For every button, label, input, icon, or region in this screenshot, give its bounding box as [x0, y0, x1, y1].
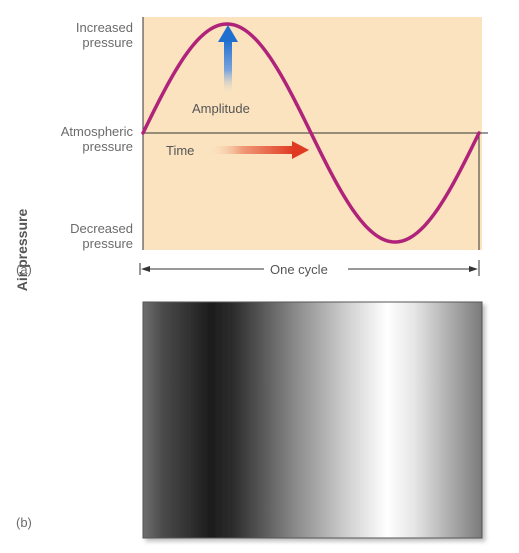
- decreased-label-line2: pressure: [82, 236, 133, 251]
- panel-b-label: (b): [16, 515, 32, 530]
- pressure-wave: [141, 22, 481, 244]
- decreased-pressure-label: Decreased pressure: [30, 221, 133, 251]
- time-arrow: [208, 141, 309, 159]
- panel-a-label: (a): [16, 262, 32, 277]
- one-cycle-dimension: [139, 260, 480, 276]
- atmospheric-label-line2: pressure: [82, 139, 133, 154]
- atmospheric-label-line1: Atmospheric: [60, 124, 133, 139]
- amplitude-arrow: [218, 25, 238, 95]
- amplitude-label: Amplitude: [192, 101, 250, 116]
- increased-pressure-label: Increased pressure: [30, 20, 133, 50]
- one-cycle-label: One cycle: [270, 262, 328, 277]
- pressure-gradient-band: [142, 301, 483, 539]
- atmospheric-pressure-label: Atmospheric pressure: [30, 124, 133, 154]
- time-label: Time: [166, 143, 195, 158]
- increased-label-line1: Increased: [75, 20, 133, 35]
- decreased-label-line1: Decreased: [70, 221, 133, 236]
- increased-label-line2: pressure: [82, 35, 133, 50]
